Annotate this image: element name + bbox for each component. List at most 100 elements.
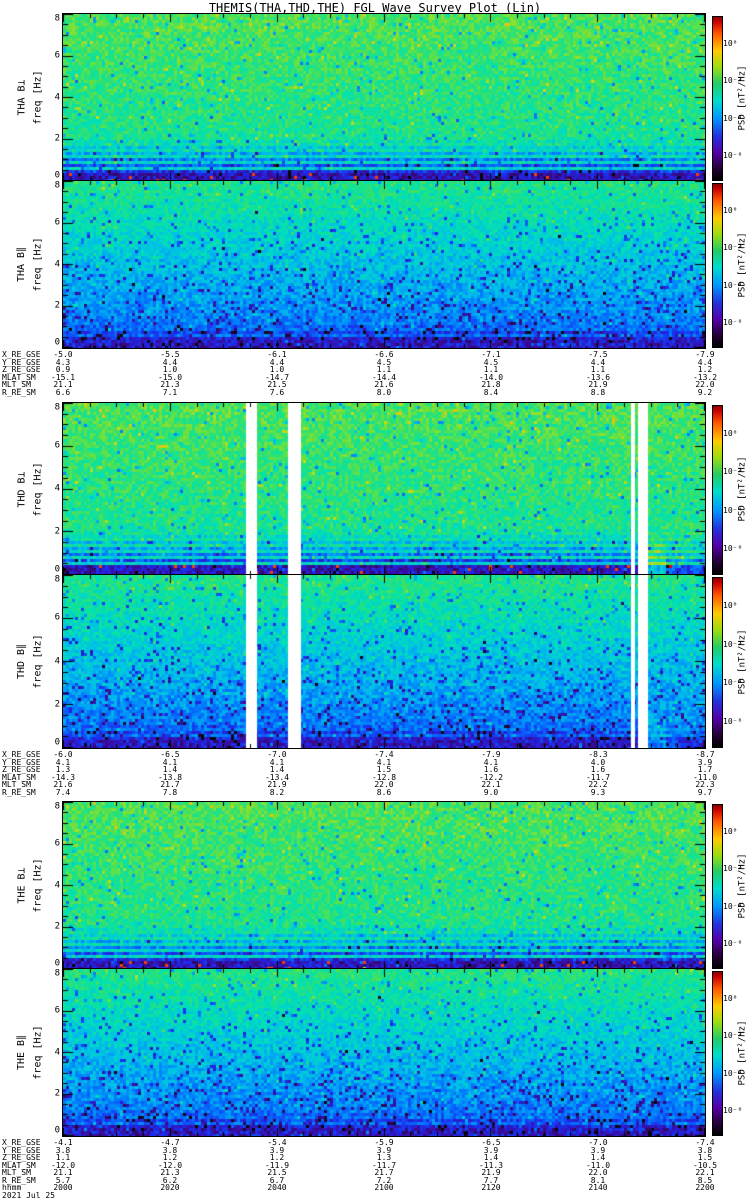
- ephemeris-value: 9.2: [697, 387, 713, 397]
- ephemeris-value: 3.9: [483, 1145, 499, 1155]
- ephemeris-value: 22.1: [481, 780, 501, 789]
- ephemeris-value: 21.5: [267, 1168, 287, 1177]
- ephemeris-row-label: Y_RE_GSE: [2, 1145, 41, 1155]
- ephemeris-value: 7.7: [483, 1175, 499, 1185]
- colorbar: [712, 971, 723, 1136]
- ephemeris-value: 21.7: [160, 780, 180, 789]
- ephemeris-value: -14.0: [478, 372, 504, 382]
- ephemeris-value: 8.2: [269, 787, 285, 797]
- freq-axis-label: freq [Hz]: [32, 461, 44, 517]
- colorbar-title: PSD [nT²/Hz]: [738, 628, 748, 695]
- colorbar: [712, 405, 723, 575]
- panel-ylabel-box: THA B⊥: [14, 14, 30, 181]
- ephemeris-value: -12.2: [478, 772, 504, 782]
- ephemeris-value: -11.0: [692, 772, 718, 782]
- ephemeris-value: -8.3: [588, 750, 608, 759]
- ephemeris-row-label: R_RE_SM: [2, 387, 36, 397]
- colorbar-tick-label: 10⁻⁶: [723, 939, 743, 949]
- colorbar-tick-label: 10⁰: [723, 428, 738, 438]
- ephemeris-value: 8.1: [590, 1175, 606, 1185]
- colorbar-tick-label: 10⁻²: [723, 1031, 743, 1041]
- freq-tick-label: 6: [54, 612, 60, 623]
- ephemeris-value: 7.6: [269, 387, 285, 397]
- ephemeris-value: 5.7: [55, 1175, 71, 1185]
- ephemeris-value: 1.2: [269, 1153, 285, 1162]
- ephemeris-row-label: R_RE_SM: [2, 1175, 36, 1185]
- colorbar: [712, 16, 723, 181]
- ephemeris-value: -15.0: [157, 372, 183, 382]
- ephemeris-value: -5.9: [374, 1138, 394, 1147]
- ephemeris-value: -6.5: [160, 750, 180, 759]
- freq-axis-label-box: freq [Hz]: [30, 181, 46, 348]
- ephemeris-value: -13.6: [585, 372, 611, 382]
- freq-tick-label: 2: [54, 526, 60, 537]
- ephemeris-value: 1.4: [162, 765, 178, 774]
- ephemeris-value: 4.5: [376, 357, 392, 367]
- panel-ylabel: THA B⊥: [16, 79, 28, 116]
- colorbar-tick-label: 10⁻⁶: [723, 1106, 743, 1116]
- ephemeris-value: -13.8: [157, 772, 183, 782]
- ephemeris-value: -7.5: [588, 350, 608, 359]
- freq-tick-label: 0: [54, 170, 60, 181]
- ephemeris-value: -4.1: [53, 1138, 73, 1147]
- panel-ylabel: THA B∥: [16, 246, 28, 283]
- freq-tick-label: 6: [54, 1005, 60, 1016]
- ephemeris-value: 3.8: [162, 1145, 178, 1155]
- ephemeris-value: -4.7: [160, 1138, 180, 1147]
- ephemeris-value: -6.0: [53, 750, 73, 759]
- ephemeris-value: 8.8: [590, 387, 606, 397]
- ephemeris-row-label: Z_RE_GSE: [2, 365, 41, 374]
- ephemeris-value: 21.3: [160, 1168, 180, 1177]
- ephemeris-row-label: X_RE_GSE: [2, 750, 41, 759]
- ephemeris-value: 1.4: [483, 1153, 499, 1162]
- ephemeris-row-label: Z_RE_GSE: [2, 1153, 41, 1162]
- freq-tick-label: 8: [54, 402, 60, 413]
- ephemeris-value: 1.1: [376, 365, 392, 374]
- colorbar-tick-label: 10⁰: [723, 993, 738, 1003]
- colorbar-title-box: PSD [nT²/Hz]: [736, 575, 750, 748]
- freq-tick-label: 2: [54, 133, 60, 144]
- ephemeris-value: 4.4: [590, 357, 606, 367]
- freq-tick-label: 6: [54, 50, 60, 61]
- ephemeris-value: 4.3: [55, 357, 71, 367]
- freq-axis-label-box: freq [Hz]: [30, 575, 46, 748]
- ephemeris-value: -6.1: [267, 350, 287, 359]
- ephemeris-value: 1.5: [697, 1153, 713, 1162]
- freq-tick-label: 4: [54, 483, 60, 494]
- ephemeris-value: -6.6: [374, 350, 394, 359]
- freq-tick-label: 2: [54, 1088, 60, 1099]
- ephemeris-value: -11.7: [371, 1160, 397, 1170]
- ephemeris-value: 1.0: [269, 365, 285, 374]
- freq-tick-label: 8: [54, 801, 60, 812]
- colorbar-tick-label: 10⁻⁴: [723, 280, 743, 290]
- ephemeris-value: -14.4: [371, 372, 397, 382]
- freq-axis-label: freq [Hz]: [32, 237, 44, 292]
- ephemeris-value: -12.0: [157, 1160, 183, 1170]
- colorbar-title-box: PSD [nT²/Hz]: [736, 969, 750, 1136]
- colorbar-title: PSD [nT²/Hz]: [738, 852, 748, 919]
- ephemeris-row-label: MLT_SM: [2, 380, 31, 389]
- ephemeris-value: 9.7: [697, 787, 713, 797]
- panel-ylabel: THE B⊥: [16, 867, 28, 904]
- ephemeris-value: 21.7: [374, 1168, 394, 1177]
- ephemeris-value: 0.9: [55, 365, 71, 374]
- freq-tick-label: 8: [54, 180, 60, 191]
- panel-ylabel-box: THD B⊥: [14, 403, 30, 575]
- ephemeris-value: 4.1: [269, 757, 285, 767]
- colorbar-tick-label: 10⁻²: [723, 864, 743, 874]
- time-tick-label: 2100: [374, 1183, 394, 1192]
- colorbar-title: PSD [nT²/Hz]: [738, 456, 748, 522]
- ephemeris-value: 1.5: [376, 765, 392, 774]
- ephemeris-row-label: MLAT_SM: [2, 772, 36, 782]
- ephemeris-value: -7.0: [267, 750, 287, 759]
- spectrogram-canvas-the-bpar: [62, 968, 706, 1137]
- panel-ylabel: THD B⊥: [16, 470, 28, 508]
- freq-tick-label: 4: [54, 259, 60, 269]
- freq-tick-label: 2: [54, 300, 60, 311]
- time-tick-label: 2020: [160, 1183, 180, 1192]
- ephemeris-value: -13.4: [264, 772, 290, 782]
- ephemeris-value: 4.0: [590, 757, 606, 767]
- ephemeris-value: 6.6: [55, 387, 71, 397]
- ephemeris-value: -10.5: [692, 1160, 718, 1170]
- time-tick-label: 2140: [588, 1183, 608, 1192]
